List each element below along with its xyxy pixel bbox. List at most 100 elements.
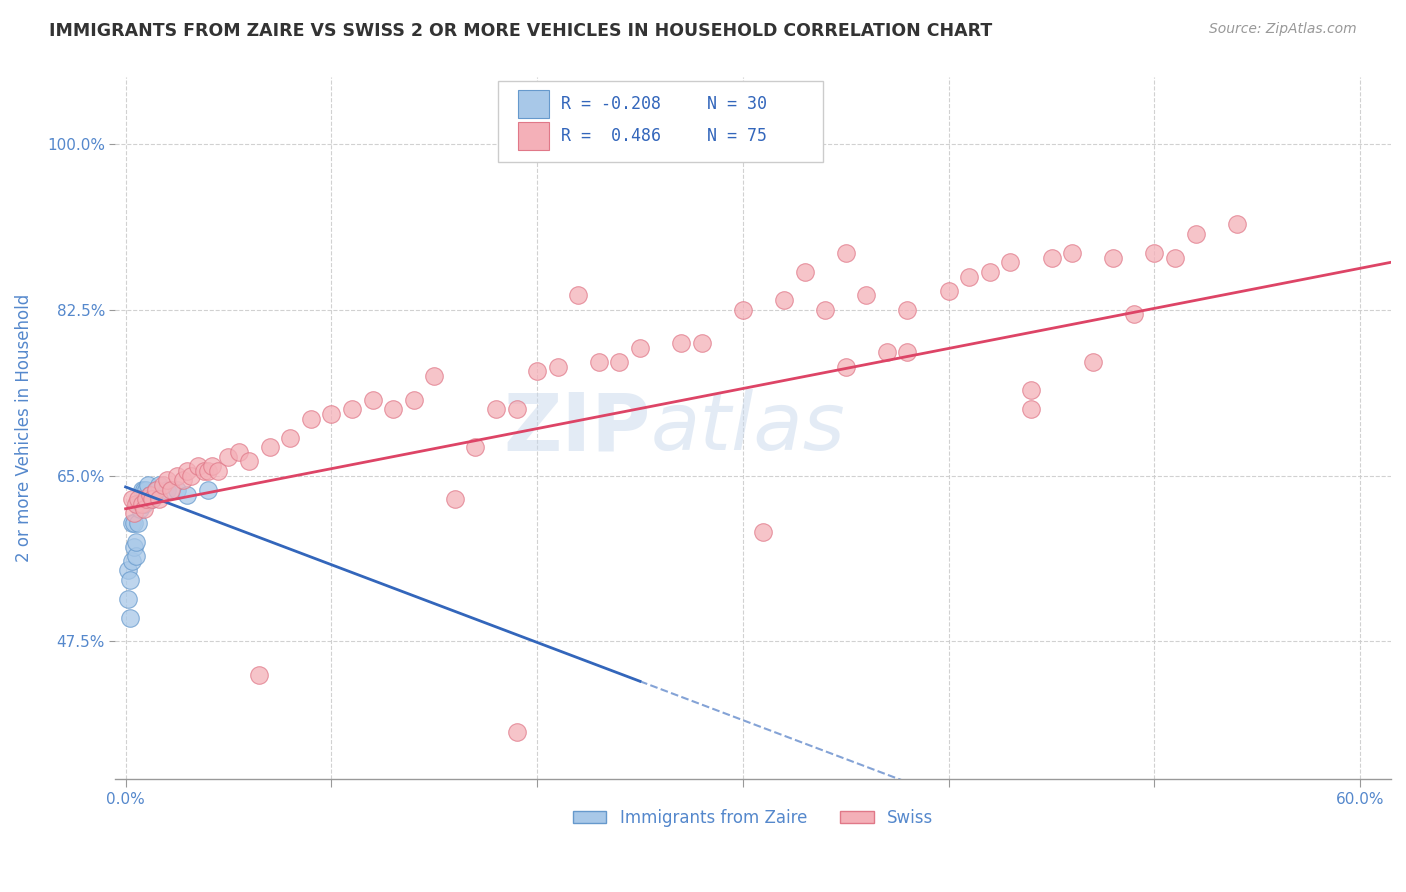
Point [125, 549, 148, 563]
Text: ZIP: ZIP [503, 389, 651, 467]
Point [141, 492, 163, 507]
Point [139, 487, 162, 501]
Point [172, 473, 194, 487]
Point [166, 483, 188, 497]
Point [131, 483, 153, 497]
Point [382, 402, 405, 417]
Point [201, 459, 224, 474]
Point [1019, 384, 1042, 398]
Point [1184, 227, 1206, 241]
Point [132, 501, 155, 516]
Point [180, 468, 202, 483]
Point [505, 402, 527, 417]
Point [1081, 355, 1104, 369]
Point [156, 473, 179, 487]
Point [896, 345, 918, 359]
Point [193, 464, 215, 478]
Point [1143, 245, 1166, 260]
Point [957, 269, 980, 284]
Point [122, 540, 145, 554]
FancyBboxPatch shape [519, 90, 548, 118]
Point [752, 525, 775, 540]
Point [464, 440, 486, 454]
Point [835, 359, 858, 374]
Text: atlas: atlas [651, 389, 846, 467]
Point [979, 265, 1001, 279]
Point [485, 402, 508, 417]
Point [1019, 402, 1042, 417]
Point [197, 483, 219, 497]
Point [526, 364, 548, 378]
Point [121, 492, 143, 507]
Point [207, 464, 229, 478]
Text: Source: ZipAtlas.com: Source: ZipAtlas.com [1209, 22, 1357, 37]
FancyBboxPatch shape [498, 81, 824, 161]
Point [118, 611, 141, 625]
Point [132, 483, 155, 497]
Point [855, 288, 877, 302]
Point [145, 483, 167, 497]
Point [361, 392, 384, 407]
Text: N = 30: N = 30 [707, 95, 768, 113]
Point [443, 492, 465, 507]
FancyBboxPatch shape [519, 122, 548, 151]
Point [423, 369, 446, 384]
Point [132, 497, 155, 511]
Point [1122, 307, 1144, 321]
Point [135, 492, 157, 507]
Point [1226, 218, 1249, 232]
Point [731, 302, 754, 317]
Point [129, 501, 152, 516]
Point [1000, 255, 1022, 269]
Point [117, 563, 139, 577]
Point [690, 335, 713, 350]
Point [166, 468, 188, 483]
Point [156, 483, 179, 497]
Point [121, 554, 143, 568]
Point [835, 245, 858, 260]
Point [1062, 245, 1084, 260]
Point [127, 492, 149, 507]
Point [197, 464, 219, 478]
Point [278, 431, 301, 445]
Point [247, 667, 270, 681]
Point [148, 478, 170, 492]
Point [588, 355, 610, 369]
Point [793, 265, 815, 279]
Point [176, 487, 198, 501]
Legend: Immigrants from Zaire, Swiss: Immigrants from Zaire, Swiss [567, 803, 941, 834]
Point [139, 487, 162, 501]
Point [125, 535, 148, 549]
Point [118, 573, 141, 587]
Text: IMMIGRANTS FROM ZAIRE VS SWISS 2 OR MORE VEHICLES IN HOUSEHOLD CORRELATION CHART: IMMIGRANTS FROM ZAIRE VS SWISS 2 OR MORE… [49, 22, 993, 40]
Point [402, 392, 425, 407]
Point [547, 359, 569, 374]
Point [122, 516, 145, 530]
Point [117, 591, 139, 606]
Point [129, 497, 152, 511]
Point [148, 492, 170, 507]
Point [217, 450, 239, 464]
Point [669, 335, 692, 350]
Point [259, 440, 281, 454]
Point [238, 454, 260, 468]
Point [228, 445, 250, 459]
Point [299, 411, 322, 425]
Point [127, 516, 149, 530]
Point [160, 483, 183, 497]
Point [1164, 251, 1187, 265]
Text: N = 75: N = 75 [707, 128, 768, 145]
Point [135, 483, 157, 497]
Point [340, 402, 363, 417]
Point [187, 459, 209, 474]
Point [141, 492, 163, 507]
Point [131, 497, 153, 511]
Point [143, 487, 166, 501]
Point [145, 483, 167, 497]
Point [1102, 251, 1125, 265]
Point [1040, 251, 1063, 265]
Point [125, 497, 148, 511]
Point [505, 724, 527, 739]
Y-axis label: 2 or more Vehicles in Household: 2 or more Vehicles in Household [15, 294, 32, 562]
Point [122, 507, 145, 521]
